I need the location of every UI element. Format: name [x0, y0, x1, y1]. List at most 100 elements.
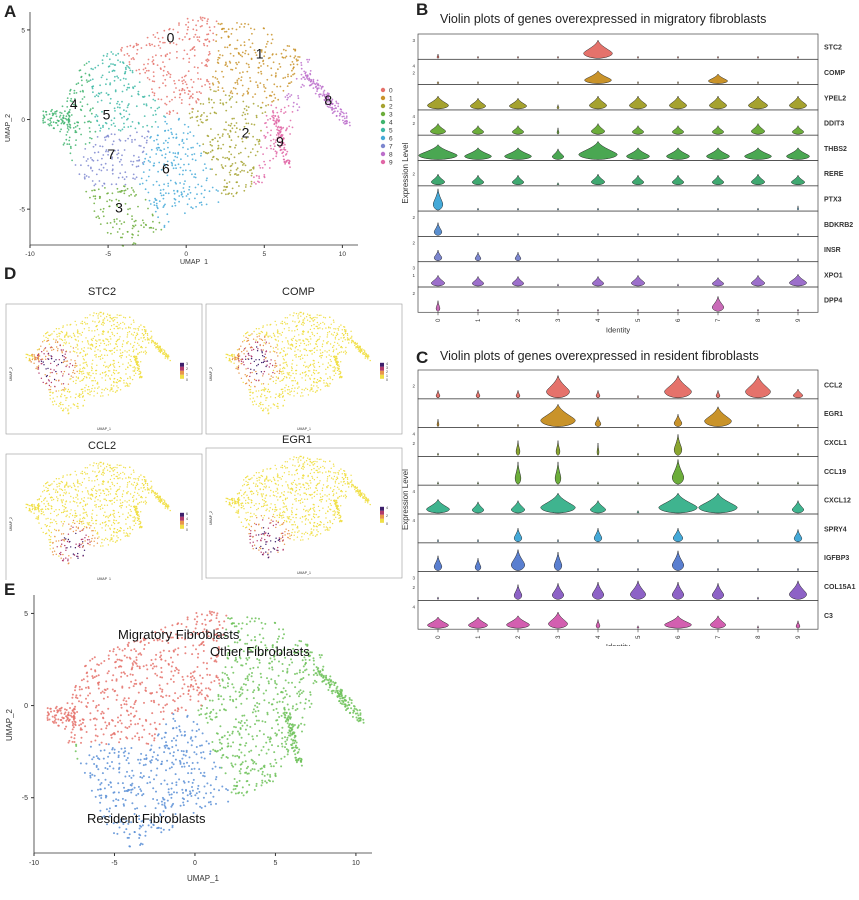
umap-point — [172, 109, 175, 112]
umap-point — [273, 123, 276, 126]
umap-point — [133, 225, 135, 228]
feature-point — [116, 529, 119, 531]
feature-point — [340, 376, 343, 378]
feature-point — [122, 340, 125, 342]
feature-point — [310, 338, 312, 340]
feature-point — [248, 343, 251, 345]
feature-point — [148, 342, 150, 344]
umap-point — [221, 87, 224, 89]
umap-point — [306, 74, 309, 77]
umap-point — [286, 94, 288, 97]
feature-point — [254, 341, 257, 343]
umap-point — [58, 120, 60, 122]
feature-point — [238, 353, 240, 355]
feature-point — [141, 347, 143, 349]
umap-point — [291, 69, 293, 72]
feature-point — [311, 374, 313, 376]
umap-point — [110, 199, 113, 202]
feature-point — [298, 386, 300, 388]
feature-point — [306, 338, 308, 340]
feature-point — [123, 379, 125, 382]
feature-point — [127, 482, 129, 484]
feature-point — [266, 476, 268, 479]
feature-point — [298, 320, 301, 322]
umap-point — [245, 109, 248, 112]
umap-point — [280, 141, 283, 144]
umap-point — [300, 64, 303, 66]
umap-point — [94, 183, 97, 186]
feature-point — [290, 338, 293, 340]
feature-point — [120, 507, 122, 509]
umap-point — [182, 142, 185, 145]
umap-point — [134, 178, 136, 180]
feature-point — [74, 522, 76, 525]
umap-point — [111, 152, 114, 155]
umap-point — [44, 110, 47, 113]
feature-point — [140, 324, 142, 326]
violin-row-frame — [417, 398, 819, 428]
feature-point — [108, 500, 111, 502]
feature-point — [123, 323, 126, 325]
umap-point — [178, 195, 181, 197]
umap-point — [187, 70, 190, 73]
feature-point — [129, 364, 131, 366]
umap-point — [116, 187, 119, 190]
feature-point — [136, 508, 138, 510]
feature-point — [60, 330, 62, 333]
feature-point — [81, 341, 84, 343]
feature-point — [37, 368, 40, 370]
colorbar-label: 0 — [186, 528, 188, 532]
umap-point — [190, 146, 193, 149]
feature-point — [102, 481, 105, 483]
violin — [504, 147, 532, 160]
feature-point — [258, 359, 260, 361]
umap-point — [152, 98, 155, 101]
umap-point — [206, 177, 208, 180]
umap-point — [209, 151, 212, 153]
feature-point — [285, 323, 287, 325]
umap-point — [189, 131, 192, 134]
umap-point — [93, 210, 96, 213]
feature-point — [91, 493, 93, 496]
umap-point — [111, 192, 114, 195]
feature-point — [281, 331, 284, 334]
violin — [509, 97, 527, 110]
umap-point — [194, 197, 196, 200]
feature-point — [91, 387, 93, 390]
violin — [715, 390, 721, 399]
feature-point — [62, 539, 64, 541]
feature-point — [288, 389, 290, 391]
feature-point — [287, 392, 289, 395]
feature-point — [302, 468, 304, 470]
umap-point — [279, 140, 281, 143]
umap-point — [47, 123, 50, 126]
feature-point — [314, 316, 316, 319]
umap-point — [80, 133, 82, 136]
umap-point — [284, 56, 287, 59]
umap-point — [147, 69, 150, 72]
feature-point — [57, 513, 59, 516]
feature-point — [67, 388, 70, 391]
umap-point — [72, 127, 75, 129]
feature-point — [98, 471, 100, 474]
umap-point — [146, 124, 149, 127]
umap-point — [181, 140, 184, 143]
feature-point — [107, 494, 110, 496]
feature-point — [316, 349, 318, 351]
umap-point — [160, 228, 163, 231]
feature-point — [100, 395, 102, 397]
umap-point — [342, 119, 344, 122]
violin — [789, 273, 807, 287]
feature-point — [63, 537, 66, 539]
feature-point — [30, 361, 32, 363]
legend-swatch — [380, 111, 386, 117]
violin — [757, 258, 759, 261]
feature-point — [72, 380, 75, 383]
feature-point — [256, 341, 259, 344]
feature-point — [94, 380, 97, 382]
feature-point — [133, 495, 135, 497]
umap-point — [114, 149, 116, 152]
violin — [551, 583, 565, 600]
feature-point — [134, 507, 137, 510]
